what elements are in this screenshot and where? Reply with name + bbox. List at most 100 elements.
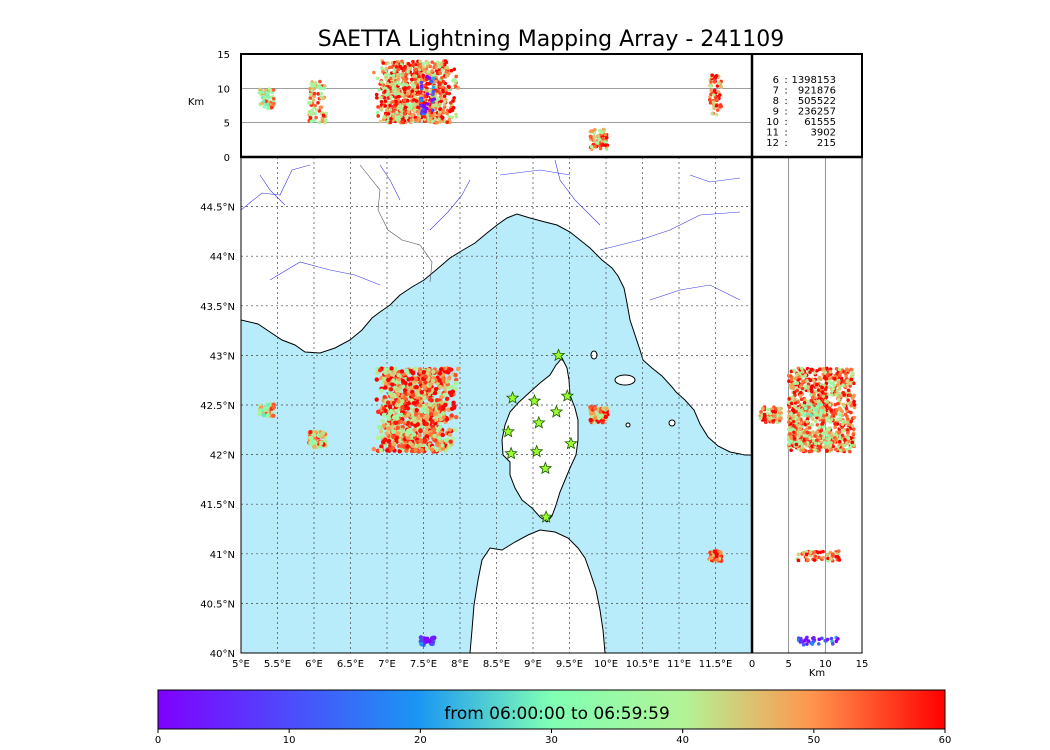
altitude-point (412, 103, 417, 107)
altitude-point (413, 77, 417, 82)
altitude-point (377, 88, 381, 92)
altitude-point (443, 59, 448, 63)
lightning-source-point (265, 402, 271, 407)
side-point (817, 445, 822, 449)
altitude-point (589, 144, 594, 149)
side-point (828, 420, 833, 424)
side-point (824, 404, 829, 408)
altitude-point (262, 104, 267, 109)
station-count-number: 7 (773, 86, 779, 97)
side-point (828, 376, 832, 380)
side-point (820, 390, 825, 394)
lightning-source-point (386, 439, 392, 444)
altitude-point (267, 87, 272, 92)
colorbar-tick-label: 50 (807, 735, 820, 746)
altitude-point (386, 96, 390, 100)
lightning-source-point (446, 445, 452, 450)
lightning-source-point (406, 420, 411, 426)
side-point (800, 366, 804, 371)
lightning-source-point (308, 430, 313, 435)
side-point (839, 370, 844, 375)
side-point (824, 377, 828, 381)
altitude-point (374, 95, 379, 100)
altitude-point (402, 98, 407, 102)
altitude-point (719, 84, 724, 89)
altitude-point (372, 70, 376, 75)
lightning-source-point (453, 386, 458, 391)
altitude-point (589, 129, 594, 134)
lightning-source-point (378, 429, 384, 434)
side-point (821, 431, 825, 436)
side-point (841, 429, 845, 433)
altitude-point (271, 96, 276, 101)
side-point (793, 381, 797, 385)
altitude-point (456, 86, 460, 90)
side-point (836, 397, 841, 402)
lat-tick-label: 43.5°N (200, 302, 235, 313)
side-point (820, 398, 825, 403)
lightning-source-point (395, 386, 401, 392)
lightning-source-point (379, 444, 384, 449)
side-point (819, 408, 824, 413)
altitude-point (414, 67, 418, 72)
altitude-point (397, 94, 401, 99)
lightning-source-point (398, 419, 404, 425)
side-point (762, 412, 767, 417)
side-point (817, 637, 822, 642)
altitude-point (425, 81, 429, 86)
side-point (817, 375, 822, 380)
altitude-point (419, 98, 424, 103)
altitude-point (321, 113, 326, 118)
altitude-point (402, 87, 407, 92)
side-point (834, 392, 839, 397)
side-point (810, 636, 815, 641)
side-point (850, 440, 855, 445)
side-point (813, 441, 818, 446)
altitude-point (386, 89, 390, 94)
side-point (800, 445, 805, 449)
lightning-source-point (588, 417, 593, 423)
side-point (844, 406, 849, 411)
altitude-point (308, 92, 313, 97)
altitude-point (709, 88, 714, 93)
altitude-point (438, 102, 443, 106)
altitude-point (708, 84, 713, 88)
altitude-point (400, 92, 405, 97)
altitude-point (410, 89, 415, 93)
altitude-point (320, 119, 325, 123)
side-point (840, 433, 845, 438)
side-point (833, 422, 837, 426)
altitude-point (383, 104, 388, 108)
station-count-separator: : (784, 128, 787, 139)
lightning-source-point (417, 367, 423, 372)
lightning-source-point (424, 416, 429, 422)
altitude-point (438, 107, 442, 112)
altitude-point (390, 82, 394, 86)
side-point (816, 388, 821, 392)
altitude-point (445, 66, 450, 70)
side-point (836, 380, 841, 384)
lightning-source-point (431, 430, 437, 435)
chart-title: SAETTA Lightning Mapping Array - 241109 (318, 27, 785, 52)
lightning-source-point (377, 368, 383, 373)
altitude-point (430, 108, 435, 113)
side-point (794, 442, 799, 447)
side-point (788, 432, 792, 436)
lightning-source-point (442, 385, 447, 391)
side-point (843, 420, 848, 424)
altitude-point (430, 69, 434, 73)
lat-tick-label: 42.5°N (200, 401, 235, 412)
side-point (803, 441, 808, 446)
altitude-point (398, 64, 403, 69)
side-point (812, 409, 816, 414)
side-point (830, 434, 834, 438)
lightning-source-point (444, 417, 450, 422)
lightning-source-point (388, 387, 394, 392)
side-point (845, 367, 849, 372)
side-point (806, 382, 811, 387)
station-star-marker (529, 444, 544, 458)
side-point (812, 392, 817, 396)
station-star-marker (538, 461, 553, 475)
lightning-source-point (418, 399, 424, 404)
altitude-point (318, 79, 322, 84)
